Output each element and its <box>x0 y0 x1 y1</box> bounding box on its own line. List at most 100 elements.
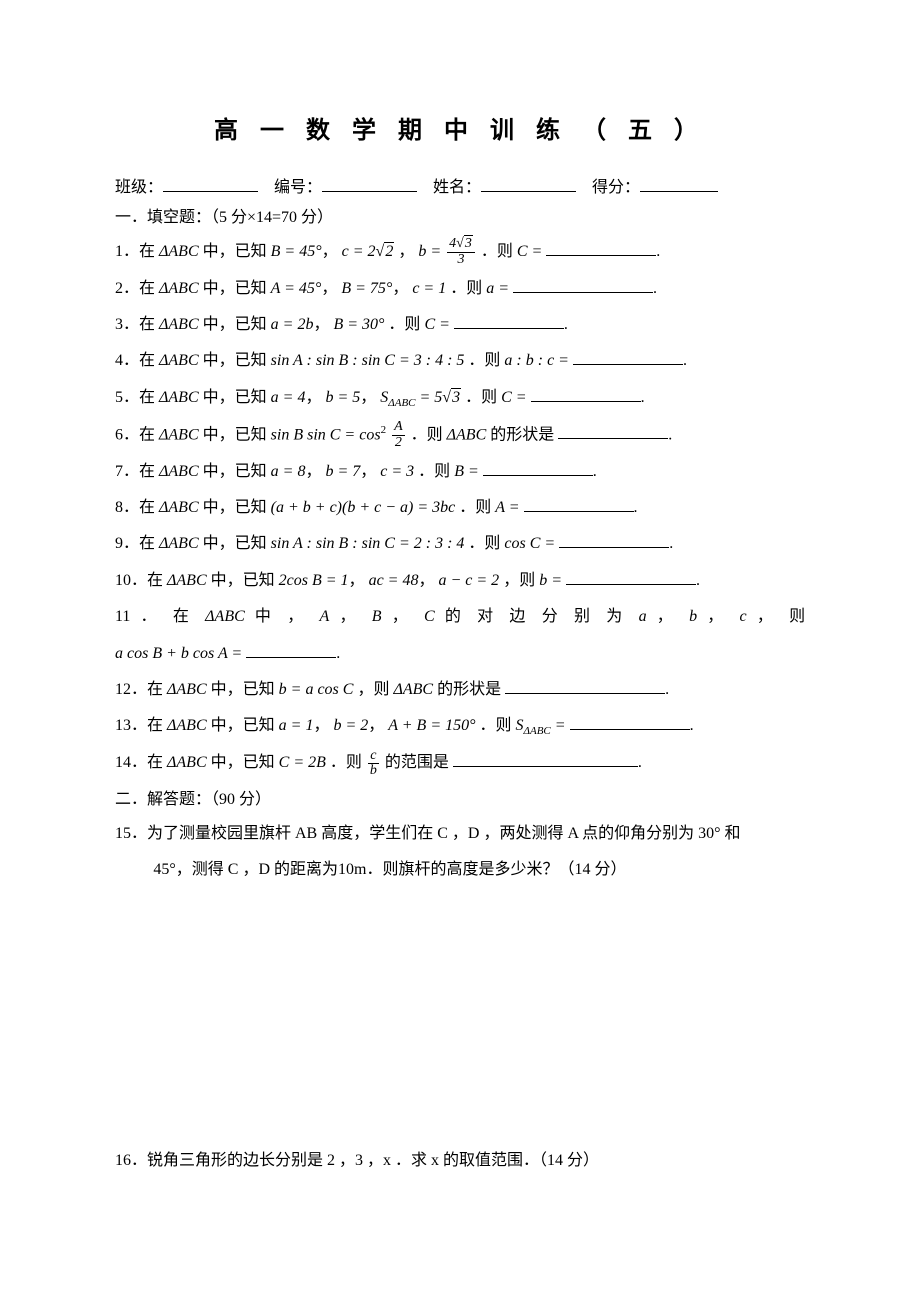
q6-frac: A 2 <box>392 420 405 450</box>
q1-sep1: ， <box>322 243 338 260</box>
q4-ask: a : b : c = <box>504 352 569 369</box>
q7-blank <box>483 459 593 476</box>
question-8: 8．在 ΔABC 中，已知 (a + b + c)(b + c − a) = 3… <box>115 493 805 523</box>
q14-frac: c b <box>368 749 379 779</box>
q3-ask: C = <box>424 316 449 333</box>
q3-mid: 中，已知 <box>203 316 267 333</box>
q6-pre: 6．在 <box>115 426 155 443</box>
q7-end: . <box>593 463 597 480</box>
q1-mid: 中，已知 <box>203 243 267 260</box>
q9-blank <box>559 531 669 548</box>
q4-c1: sin A : sin B : sin C = 3 : 4 : 5 <box>271 352 465 369</box>
class-label: 班级： <box>115 179 163 196</box>
q1-tri: ΔABC <box>159 243 199 260</box>
q9-c1: sin A : sin B : sin C = 2 : 3 : 4 <box>271 535 465 552</box>
q5-Seq: = 5 <box>416 389 443 406</box>
q8-end: . <box>634 499 638 516</box>
question-9: 9．在 ΔABC 中，已知 sin A : sin B : sin C = 2 … <box>115 529 805 559</box>
q3-end: . <box>564 316 568 333</box>
q9-ask: cos C = <box>504 535 555 552</box>
q9-mid: 中，已知 <box>203 535 267 552</box>
q6-tri2: ΔABC <box>447 426 487 443</box>
q9-end: . <box>669 535 673 552</box>
q6-mid: 中，已知 <box>203 426 267 443</box>
q10-blank <box>566 568 696 585</box>
q12-mid: 中，已知 <box>211 681 275 698</box>
q14-ask: 的范围是 <box>385 754 449 771</box>
question-13: 13．在 ΔABC 中，已知 a = 1， b = 2， A + B = 150… <box>115 711 805 742</box>
q6-fn: A <box>392 420 405 435</box>
section-1-heading: 一．填空题：（5 分×14=70 分） <box>115 203 805 227</box>
q12-blank <box>505 677 665 694</box>
q1-sqrt3: 3 <box>456 237 473 252</box>
q14-end: . <box>638 754 642 771</box>
q2-mid: 中，已知 <box>203 280 267 297</box>
q1-ask: C = <box>517 243 542 260</box>
q10-c1: 2cos B = 1 <box>279 572 349 589</box>
q5-rad: 3 <box>451 388 461 406</box>
q6-fd: 2 <box>392 435 405 451</box>
q13-tri: ΔABC <box>167 717 207 734</box>
question-15-line1: 15．为了测量校园里旗杆 AB 高度，学生们在 C ，D ，两处测得 A 点的仰… <box>115 819 805 849</box>
q11-tri: ΔABC <box>205 608 245 625</box>
q11-e: B <box>372 608 382 625</box>
name-label: 姓名： <box>433 179 481 196</box>
question-2: 2．在 ΔABC 中，已知 A = 45°， B = 75°， c = 1 ．则… <box>115 274 805 304</box>
q8-tri: ΔABC <box>159 499 199 516</box>
q5-c1: a = 4 <box>271 389 306 406</box>
q11-i: a <box>639 608 647 625</box>
q12-c1: b = a cos C <box>279 681 354 698</box>
q1-sep2: ， <box>398 243 414 260</box>
q1-frac-coef: 4 <box>449 236 456 251</box>
q13-blank <box>570 713 690 730</box>
name-blank <box>481 175 576 192</box>
student-info-line: 班级： 编号： 姓名： 得分： <box>115 173 805 197</box>
q6-blank <box>558 422 668 439</box>
q2-pre: 2．在 <box>115 280 155 297</box>
q4-end: . <box>683 352 687 369</box>
q11-end: . <box>336 645 340 662</box>
question-16: 16．锐角三角形的边长分别是 2 ，3 ，x ．求 x 的取值范围．（14 分） <box>115 1146 805 1176</box>
q13-mid: 中，已知 <box>211 717 275 734</box>
q11-m: c <box>740 608 747 625</box>
q10-c3: a − c = 2 <box>438 572 499 589</box>
q10-ask: b = <box>539 572 562 589</box>
q11-g: C <box>424 608 435 625</box>
q1-frac: 43 3 <box>447 237 475 267</box>
q11-b: 中 ， <box>255 608 309 625</box>
question-5: 5．在 ΔABC 中，已知 a = 4， b = 5， SΔABC = 53 ．… <box>115 383 805 414</box>
q8-c1: (a + b + c)(b + c − a) = 3bc <box>271 499 456 516</box>
q1-cond1: B = 45° <box>271 243 322 260</box>
q7-mid: 中，已知 <box>203 463 267 480</box>
q5-then: ．则 <box>465 389 497 406</box>
question-1: 1．在 ΔABC 中，已知 B = 45°， c = 22 ， b = 43 3… <box>115 237 805 268</box>
question-11-line1: 11 ． 在 ΔABC 中 ， A ， B ， C 的 对 边 分 别 为 a … <box>115 602 805 632</box>
q6-sup: 2 <box>381 424 387 436</box>
q14-pre: 14．在 <box>115 754 163 771</box>
q14-fn: c <box>368 749 379 764</box>
q8-pre: 8．在 <box>115 499 155 516</box>
q2-ask: a = <box>486 280 509 297</box>
q1-sqrt2: 2 <box>376 237 395 267</box>
q6-end: . <box>668 426 672 443</box>
q12-tri2: ΔABC <box>393 681 433 698</box>
q12-tri: ΔABC <box>167 681 207 698</box>
q14-blank <box>453 750 638 767</box>
question-3: 3．在 ΔABC 中，已知 a = 2b， B = 30° ．则 C = . <box>115 310 805 340</box>
q4-tri: ΔABC <box>159 352 199 369</box>
q8-blank <box>524 495 634 512</box>
q11-c: A <box>320 608 330 625</box>
q6-then: ．则 <box>411 426 443 443</box>
q14-tri: ΔABC <box>167 754 207 771</box>
q7-c3: c = 3 <box>380 463 414 480</box>
q3-tri: ΔABC <box>159 316 199 333</box>
question-7: 7．在 ΔABC 中，已知 a = 8， b = 7， c = 3 ．则 B =… <box>115 457 805 487</box>
q11-n: ， 则 <box>757 608 805 625</box>
q13-Ssub: ΔABC <box>524 726 551 738</box>
q14-then: ．则 <box>330 754 362 771</box>
q13-c1: a = 1 <box>279 717 314 734</box>
question-12: 12．在 ΔABC 中，已知 b = a cos C ，则 ΔABC 的形状是 … <box>115 675 805 705</box>
q14-fd: b <box>368 763 379 779</box>
q1-rad2: 2 <box>384 242 394 260</box>
q11-k: b <box>689 608 697 625</box>
